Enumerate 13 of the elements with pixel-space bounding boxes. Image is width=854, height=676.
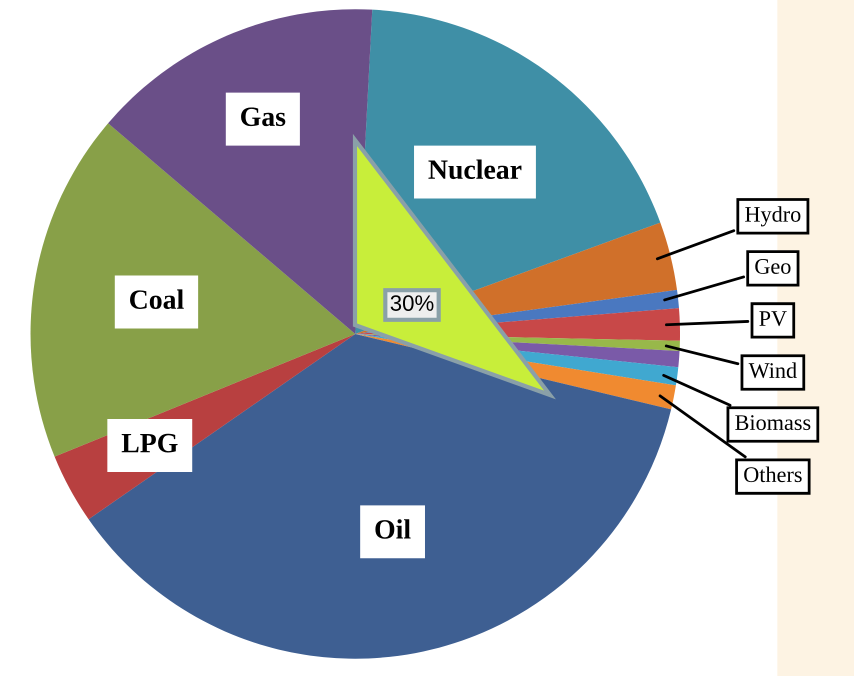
slice-label: Nuclear xyxy=(428,159,522,180)
slice-label: Hydro xyxy=(745,206,800,226)
slice-label: Geo xyxy=(755,259,791,274)
slice-label: Others xyxy=(744,466,802,482)
slice-label: Oil xyxy=(375,519,411,539)
slice-label: Wind xyxy=(748,362,797,378)
slice-label: PV xyxy=(759,311,787,326)
slice-label: Gas xyxy=(241,107,286,126)
pie-slice xyxy=(88,334,672,659)
slice-label: LPG xyxy=(122,434,178,452)
slice-label: Coal xyxy=(130,289,184,309)
slice-label: Biomass xyxy=(735,415,810,430)
text: 30% xyxy=(390,295,434,311)
